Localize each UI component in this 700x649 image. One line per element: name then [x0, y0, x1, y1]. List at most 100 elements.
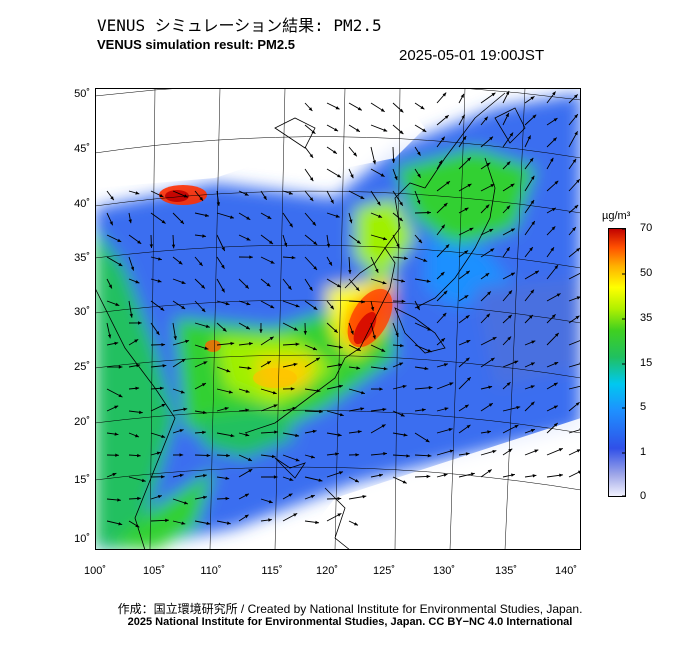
- wind-arrowhead: [382, 407, 387, 412]
- wind-arrowhead: [155, 331, 160, 335]
- wind-arrowhead: [267, 215, 272, 219]
- wind-arrowhead: [310, 495, 315, 499]
- wind-arrowhead: [576, 179, 580, 183]
- wind-arrowhead: [337, 433, 342, 437]
- wind-arrowhead: [230, 215, 234, 219]
- wind-arrowhead: [334, 127, 339, 132]
- wind-arrowhead: [443, 363, 448, 367]
- wind-arrowhead: [378, 214, 383, 218]
- wind-arrowhead: [485, 204, 490, 209]
- wind-arrowhead: [427, 327, 432, 331]
- wind-arrowhead: [486, 313, 490, 318]
- wind-arrowhead: [290, 387, 295, 391]
- wind-arrowhead: [225, 496, 230, 501]
- wind-arrowhead: [315, 520, 319, 525]
- wind-arrowhead: [273, 404, 278, 408]
- wind-arrowhead: [489, 229, 494, 233]
- wind-arrowhead: [552, 91, 556, 96]
- wind-arrowhead: [550, 247, 554, 252]
- wind-arrowhead: [529, 315, 533, 319]
- wind-arrowhead: [203, 474, 207, 478]
- wind-arrowhead: [309, 286, 313, 291]
- wind-arrowhead: [109, 221, 113, 226]
- wind-arrowhead: [401, 299, 406, 303]
- wind-arrowhead: [465, 315, 470, 319]
- wind-arrowhead: [226, 453, 230, 458]
- wind-arrowhead: [312, 347, 317, 351]
- wind-arrowhead: [289, 223, 293, 228]
- wind-arrowhead: [222, 327, 227, 332]
- wind-arrowhead: [161, 343, 166, 347]
- map-border: [95, 88, 581, 550]
- wind-arrowhead: [422, 128, 427, 132]
- graticule: [95, 88, 581, 550]
- lat-label-15: 15˚: [74, 474, 90, 486]
- wind-arrowhead: [383, 128, 388, 132]
- wind-arrowhead: [465, 270, 470, 275]
- wind-arrowhead: [319, 409, 323, 414]
- wind-arrowhead: [558, 448, 563, 452]
- wind-arrowhead: [289, 477, 294, 481]
- title-japanese: VENUS シミュレーション結果: PM2.5: [97, 16, 382, 35]
- colorbar-tick-5: 5: [640, 401, 647, 413]
- wind-arrowhead: [309, 154, 314, 158]
- wind-arrowhead: [360, 195, 365, 199]
- wind-arrowhead: [554, 362, 559, 366]
- wind-arrowhead: [348, 270, 352, 274]
- wind-arrowhead: [467, 157, 471, 162]
- wind-arrowhead: [485, 273, 490, 277]
- lon-label-140: 140˚: [554, 565, 578, 577]
- credit-line-2: 2025 National Institute for Environmenta…: [127, 616, 573, 628]
- wind-arrowhead: [355, 287, 360, 291]
- wind-arrowhead: [157, 495, 162, 499]
- colorbar-tick-0: 0: [640, 490, 647, 502]
- wind-arrowhead: [135, 280, 140, 284]
- wind-arrowhead: [530, 200, 535, 204]
- wind-arrowhead: [272, 391, 277, 395]
- wind-arrowhead: [333, 150, 337, 154]
- credit-line-1: 作成：国立環境研究所 / Created by National Institu…: [117, 602, 583, 616]
- wind-arrowhead: [396, 243, 400, 248]
- wind-arrowhead: [204, 346, 209, 350]
- wind-arrowhead: [230, 341, 235, 346]
- wind-arrowhead: [487, 469, 492, 473]
- wind-arrowhead: [309, 197, 314, 202]
- wind-arrowhead: [399, 108, 404, 113]
- wind-arrow: [568, 272, 581, 280]
- wind-arrowhead: [532, 474, 537, 478]
- wind-arrowhead: [326, 243, 331, 248]
- wind-arrowhead: [117, 238, 122, 242]
- wind-arrowhead: [448, 428, 453, 432]
- wind-arrowhead: [462, 136, 467, 140]
- wind-arrowhead: [487, 291, 491, 296]
- wind-arrowhead: [335, 452, 339, 456]
- wind-arrowhead: [492, 450, 497, 454]
- wind-arrowhead: [506, 382, 511, 386]
- wind-arrowhead: [461, 114, 465, 119]
- wind-arrowhead: [529, 247, 533, 251]
- wind-arrowhead: [309, 177, 314, 182]
- wind-arrowhead: [441, 338, 445, 342]
- lat-label-45: 45˚: [74, 143, 90, 155]
- wind-arrowhead: [446, 181, 450, 185]
- colorbar-gradient: [608, 228, 626, 497]
- wind-arrowhead: [356, 128, 360, 132]
- wind-arrowhead: [391, 159, 396, 163]
- wind-arrowhead: [137, 453, 141, 458]
- wind-arrowhead: [424, 366, 429, 371]
- colorbar-tick-50: 50: [640, 267, 653, 279]
- wind-arrowhead: [464, 207, 469, 212]
- wind-arrowhead: [137, 496, 141, 501]
- wind-arrowhead: [380, 108, 385, 112]
- wind-arrowhead: [266, 361, 271, 365]
- wind-arrowhead: [421, 408, 426, 412]
- wind-arrowhead: [246, 302, 251, 306]
- wind-arrowhead: [360, 407, 365, 411]
- wind-arrowhead: [505, 113, 509, 117]
- wind-arrowhead: [330, 199, 334, 204]
- wind-arrowhead: [404, 256, 408, 260]
- wind-arrowhead: [312, 429, 317, 434]
- wind-arrowhead: [403, 433, 408, 437]
- wind-arrowhead: [171, 244, 176, 249]
- wind-arrowhead: [248, 457, 252, 461]
